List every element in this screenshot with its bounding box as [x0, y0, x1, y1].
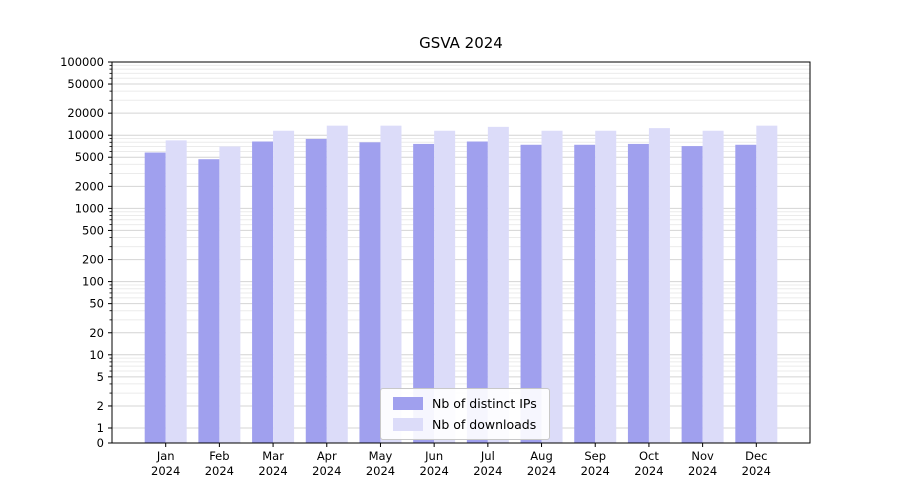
x-tick-label-month: Apr	[317, 449, 337, 463]
bar-distinct-ips-aug	[520, 144, 542, 444]
x-tick-label-month: Dec	[745, 449, 767, 463]
y-tick-label: 1	[97, 421, 104, 435]
x-tick-label-year: 2024	[258, 464, 287, 478]
x-tick-label-month: Jun	[424, 449, 443, 463]
bar-downloads-oct	[648, 128, 670, 443]
plot-border	[111, 61, 811, 444]
y-tick-label: 10	[89, 348, 104, 362]
bar-distinct-ips-feb	[198, 159, 220, 443]
x-tick-label-year: 2024	[473, 464, 502, 478]
x-tick-label-year: 2024	[527, 464, 556, 478]
bar-distinct-ips-dec	[735, 144, 757, 444]
y-tick-label: 20000	[67, 106, 104, 120]
bar-distinct-ips-mar	[252, 141, 274, 443]
legend-swatch-downloads	[393, 418, 423, 431]
x-tick-label-year: 2024	[634, 464, 663, 478]
bar-distinct-ips-jan	[144, 152, 166, 443]
bar-distinct-ips-apr	[305, 138, 327, 443]
x-tick-label-year: 2024	[366, 464, 395, 478]
y-tick-label: 50000	[67, 77, 104, 91]
bar-distinct-ips-nov	[681, 146, 703, 443]
x-tick-label-year: 2024	[205, 464, 234, 478]
y-tick-label: 2	[97, 399, 104, 413]
chart-title: GSVA 2024	[419, 34, 503, 52]
legend: Nb of distinct IPs Nb of downloads	[380, 388, 550, 440]
legend-label-downloads: Nb of downloads	[432, 417, 537, 432]
x-tick-label-month: May	[369, 449, 393, 463]
bar-distinct-ips-oct	[627, 143, 649, 443]
x-tick-label-year: 2024	[688, 464, 717, 478]
y-tick-label: 200	[82, 253, 104, 267]
bar-downloads-nov	[702, 130, 724, 444]
bar-distinct-ips-jul	[466, 141, 488, 443]
x-tick-label-month: Sep	[584, 449, 606, 463]
x-tick-label-month: Oct	[639, 449, 659, 463]
legend-label-distinct-ips: Nb of distinct IPs	[432, 396, 537, 411]
y-tick-label: 500	[82, 223, 104, 237]
bar-downloads-jul	[487, 126, 509, 443]
bar-downloads-apr	[326, 125, 348, 443]
x-tick-label-month: Nov	[691, 449, 714, 463]
y-tick-label: 5000	[75, 150, 104, 164]
bar-distinct-ips-sep	[574, 144, 596, 444]
x-tick-label-month: Feb	[209, 449, 229, 463]
bar-downloads-jun	[434, 130, 456, 444]
legend-swatch-distinct-ips	[393, 397, 423, 410]
legend-item-distinct-ips: Nb of distinct IPs	[393, 396, 537, 411]
x-tick-label-month: Jan	[156, 449, 175, 463]
x-tick-label-year: 2024	[312, 464, 341, 478]
x-tick-label-year: 2024	[151, 464, 180, 478]
bar-downloads-aug	[541, 130, 563, 444]
legend-item-downloads: Nb of downloads	[393, 417, 537, 432]
x-tick-label-year: 2024	[581, 464, 610, 478]
bar-downloads-sep	[595, 130, 617, 444]
x-tick-label-year: 2024	[420, 464, 449, 478]
y-tick-label: 10000	[67, 128, 104, 142]
y-tick-label: 2000	[75, 179, 104, 193]
y-tick-label: 100000	[60, 55, 104, 69]
y-tick-label: 20	[89, 326, 104, 340]
bar-distinct-ips-jun	[413, 143, 435, 443]
y-tick-label: 5	[97, 370, 104, 384]
x-tick-label-month: Aug	[530, 449, 552, 463]
x-tick-label-month: Mar	[262, 449, 284, 463]
bar-downloads-mar	[273, 130, 295, 444]
x-tick-label-year: 2024	[742, 464, 771, 478]
y-tick-label: 100	[82, 275, 104, 289]
y-tick-label: 1000	[75, 201, 104, 215]
y-tick-label: 0	[97, 436, 104, 450]
x-tick-label-month: Jul	[480, 449, 495, 463]
bar-downloads-feb	[219, 146, 241, 443]
y-tick-label: 50	[89, 297, 104, 311]
bar-distinct-ips-may	[359, 142, 381, 443]
bar-downloads-dec	[756, 125, 778, 443]
bar-downloads-may	[380, 125, 402, 443]
bar-downloads-jan	[165, 140, 187, 444]
